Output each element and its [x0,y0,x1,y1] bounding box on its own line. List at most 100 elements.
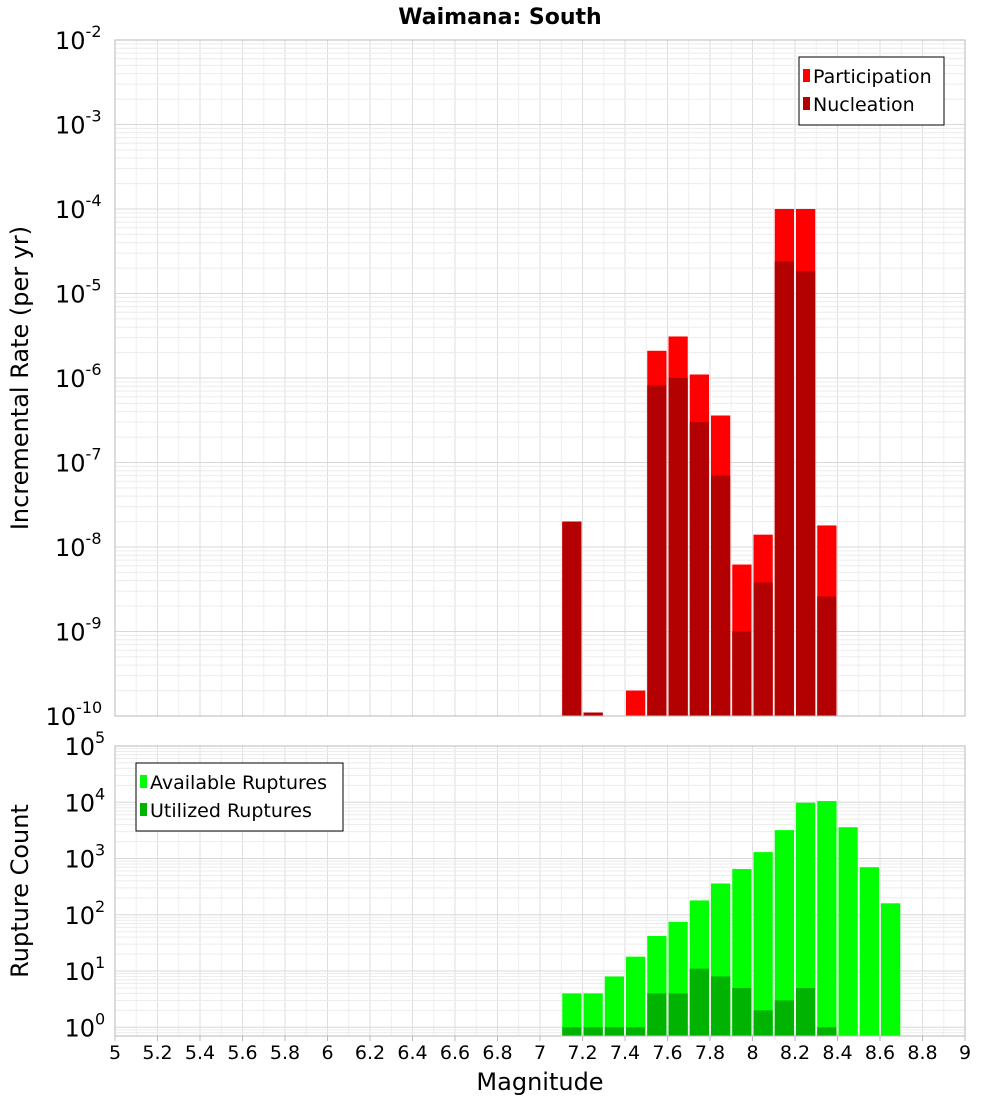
tick-base: 10 [55,450,86,478]
bar [796,802,816,1036]
bar [604,976,624,1036]
bar [859,867,879,1036]
bar [796,270,816,716]
x-tick-label: 5.8 [270,1042,300,1064]
x-tick-label: 6.4 [397,1042,427,1064]
tick-base: 10 [46,703,77,731]
bar [753,582,773,716]
tick-base: 10 [55,619,86,647]
y-tick-label: 10-2 [55,22,102,55]
x-tick-label: 7 [534,1042,546,1064]
bar [711,475,731,716]
tick-base: 10 [55,196,86,224]
tick-exponent: 2 [95,897,105,916]
y-tick-label: 100 [65,1009,106,1042]
legend-swatch [140,803,147,816]
chart-title: Waimana: South [398,5,601,30]
tick-base: 10 [65,846,96,874]
bar [626,1027,646,1036]
bar [562,993,582,1036]
tick-base: 10 [55,112,86,140]
tick-exponent: -5 [86,276,102,295]
y-tick-label: 10-5 [55,276,102,309]
series-utilized-ruptures [562,968,837,1036]
bar [732,631,752,716]
y-tick-label: 10-4 [55,191,102,224]
bar [647,993,667,1036]
legend-box [798,56,945,126]
x-tick-label: 7.8 [695,1042,725,1064]
tick-exponent: 5 [95,728,105,747]
bar [668,378,688,716]
bar [838,827,858,1036]
y-tick-label: 10-6 [55,360,102,393]
y-tick-label: 105 [65,728,106,761]
bar [774,261,794,716]
y-tick-label: 102 [65,897,106,930]
bar [562,521,582,716]
tick-base: 10 [55,365,86,393]
y-tick-label: 10-3 [55,107,102,140]
legend: Participation Nucleation [798,56,945,126]
bar [689,422,709,716]
bar [753,1010,773,1036]
tick-exponent: 1 [95,953,105,972]
x-tick-label: 6.2 [355,1042,385,1064]
bar [626,690,646,716]
legend-label: Utilized Ruptures [150,800,312,822]
x-tick-label: 7.6 [652,1042,682,1064]
x-tick-label: 6.8 [482,1042,512,1064]
y-tick-label: 104 [65,784,106,817]
tick-exponent: 4 [95,784,105,803]
legend-swatch [803,97,810,110]
bar [774,1000,794,1036]
legend-box [135,762,344,832]
y-tick-label: 10-8 [55,529,102,562]
bar [732,987,752,1036]
bar [647,385,667,716]
tick-exponent: -4 [86,191,102,210]
bar [583,1027,603,1036]
x-tick-label: 8.2 [780,1042,810,1064]
bar [753,852,773,1036]
tick-base: 10 [65,902,96,930]
tick-exponent: -3 [86,107,102,126]
x-tick-label: 8.8 [907,1042,937,1064]
series-nucleation [562,261,837,716]
y-tick-label: 10-10 [46,698,103,731]
bar [817,596,837,716]
tick-exponent: -10 [76,698,102,717]
bar [562,1027,582,1036]
bar [583,712,603,716]
y-axis-label: Incremental Rate (per yr) [6,226,34,530]
bar [689,968,709,1036]
x-tick-label: 5.6 [227,1042,257,1064]
y-tick-label: 10-7 [55,445,102,478]
legend-label: Participation [813,66,932,88]
tick-exponent: 0 [95,1009,105,1028]
tick-exponent: -7 [86,445,102,464]
bar [711,976,731,1036]
legend-label: Nucleation [813,94,915,116]
series-available-ruptures [562,801,901,1036]
bar [604,1027,624,1036]
x-axis-label: Magnitude [476,1068,603,1096]
tick-exponent: 3 [95,841,105,860]
y-axis-label: Rupture Count [6,804,34,978]
x-axis: 5 5.2 5.4 5.6 5.8 6 6.2 6.4 6.6 6.8 7 7.2 7.4 7.6 7.8 8… [109,1036,971,1096]
x-tick-label: 8 [746,1042,758,1064]
x-tick-label: 5.2 [142,1042,172,1064]
tick-base: 10 [55,281,86,309]
top-panel: 10-1010-910-810-710-610-510-410-310-2Inc… [6,5,966,731]
x-tick-label: 6 [321,1042,333,1064]
y-tick-label: 101 [65,953,106,986]
bar [817,1027,837,1036]
x-tick-label: 9 [959,1042,971,1064]
tick-base: 10 [55,534,86,562]
tick-exponent: -9 [86,614,102,633]
tick-base: 10 [65,733,96,761]
